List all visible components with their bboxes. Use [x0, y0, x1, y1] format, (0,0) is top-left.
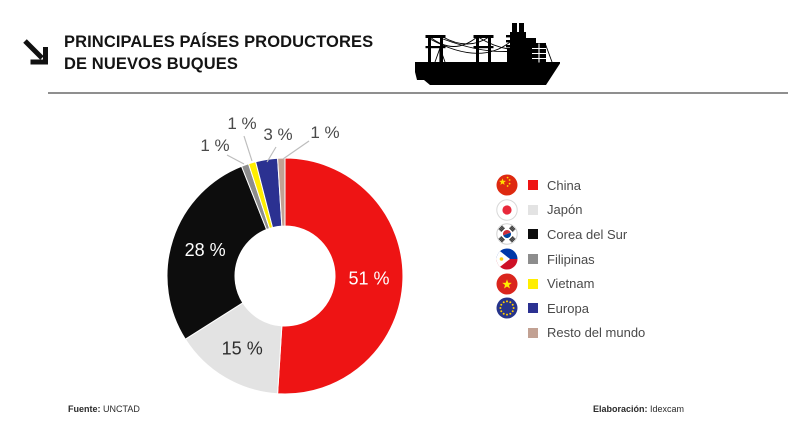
pie-slice-resto-del-mundo: [277, 157, 286, 227]
philippines-flag-icon: [496, 248, 518, 270]
legend-color-swatch: [528, 278, 538, 289]
legend-item-vietnam: Vietnam: [496, 271, 645, 296]
source-label: Fuente:: [68, 404, 101, 414]
legend-label: Resto del mundo: [547, 325, 646, 341]
legend-color-swatch: [528, 180, 538, 191]
legend-label: Europa: [547, 300, 589, 316]
elaboration-note: Elaboración: Idexcam: [593, 404, 684, 414]
legend-color-swatch: [528, 303, 538, 314]
source-note: Fuente: UNCTAD: [68, 404, 140, 414]
south-korea-flag-icon: [496, 223, 518, 246]
legend-color-swatch: [528, 327, 538, 338]
donut-chart: 51 % 15 % 28 % 1 % 1 % 3 % 1 %: [166, 114, 404, 395]
legend-label: China: [547, 177, 581, 193]
slice-callout-label-filipinas: 1 %: [200, 136, 229, 155]
vietnam-flag-icon: [496, 273, 518, 295]
slice-callout-label-vietnam: 1 %: [227, 114, 256, 133]
page-title-line1: PRINCIPALES PAÍSES PRODUCTORES: [64, 33, 374, 51]
pie-slice-corea-del-sur: [166, 165, 268, 340]
legend-color-swatch: [528, 204, 538, 215]
legend-item-china: China: [496, 173, 645, 198]
slice-label-japon: 15 %: [222, 338, 263, 358]
flag-placeholder: [496, 322, 518, 344]
japan-flag-icon: [496, 199, 518, 221]
legend-item-corea-del-sur: Corea del Sur: [496, 222, 645, 247]
slice-label-china: 51 %: [348, 269, 389, 289]
slice-callout-label-europa: 3 %: [263, 125, 292, 144]
callout-leader-line-vietnam: [243, 135, 253, 162]
legend-item-filipinas: Filipinas: [496, 247, 645, 272]
legend-item-europa: Europa: [496, 296, 645, 321]
legend-color-swatch: [528, 229, 538, 240]
slice-label-corea-del-sur: 28 %: [185, 240, 226, 260]
cargo-ship-icon: [410, 10, 561, 86]
page-title: PRINCIPALES PAÍSES PRODUCTORES DE NUEVOS…: [64, 31, 373, 75]
diagonal-arrow-down-right-icon: [22, 38, 52, 72]
page-title-line2: DE NUEVOS BUQUES: [64, 55, 238, 73]
horizontal-divider: [48, 92, 788, 94]
source-value: UNCTAD: [103, 404, 140, 414]
callout-leader-line-filipinas: [226, 154, 245, 165]
legend-item-resto-del-mundo: Resto del mundo: [496, 321, 645, 346]
legend-label: Corea del Sur: [547, 226, 628, 242]
callout-leader-line-europa: [266, 146, 277, 163]
elaboration-label: Elaboración:: [593, 404, 648, 414]
europe-flag-icon: [496, 297, 518, 319]
legend-label: Japón: [547, 202, 583, 218]
legend-color-swatch: [528, 254, 538, 265]
slice-callout-label-resto-del-mundo: 1 %: [310, 123, 339, 142]
pie-slice-japon: [184, 302, 283, 395]
legend-label: Filipinas: [547, 251, 595, 267]
callout-leader-line-resto-del-mundo: [282, 140, 310, 160]
legend-item-japon: Japón: [496, 198, 645, 223]
china-flag-icon: [496, 174, 518, 196]
legend-label: Vietnam: [547, 276, 595, 292]
pie-slice-china: [277, 157, 404, 395]
chart-legend: China Japón Corea del Sur Filipinas Vietnam E…: [496, 173, 645, 345]
elaboration-value: Idexcam: [650, 404, 685, 414]
